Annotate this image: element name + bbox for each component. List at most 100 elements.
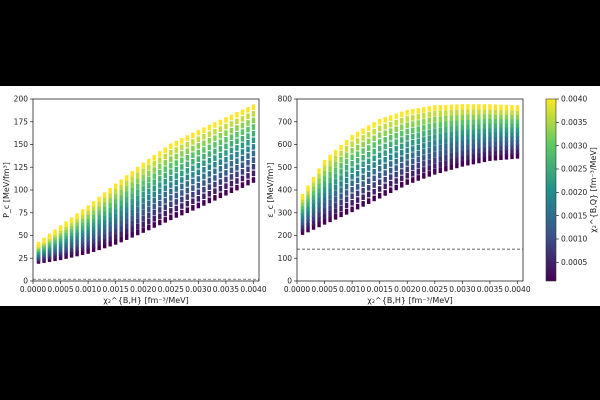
data-point [141,162,145,169]
data-point [119,226,123,232]
data-point [361,128,365,135]
data-point [196,202,201,209]
data-point [311,198,316,205]
data-point [246,166,250,173]
x-tick-label: 0.0025 [422,285,448,294]
data-point [141,168,145,175]
data-point [251,144,256,150]
data-point [383,176,387,183]
data-point [246,140,250,146]
data-point [405,135,409,141]
data-point [377,192,382,199]
data-point [504,140,509,147]
data-point [119,236,123,243]
data-point [416,114,420,120]
data-point [229,141,234,147]
data-point [53,229,57,236]
data-point [91,238,96,244]
data-point [224,189,228,196]
data-point [141,180,145,186]
data-point [163,191,167,198]
data-point [202,147,206,153]
data-point [240,142,245,149]
data-point [80,213,85,219]
data-point [493,113,498,120]
data-point [438,105,443,111]
data-point [136,189,140,196]
data-point [422,149,426,155]
data-point [355,157,360,164]
data-point [69,245,74,252]
data-point [306,211,310,218]
data-point [158,188,162,195]
data-point [125,191,129,197]
data-point [493,118,498,124]
data-point [344,196,349,203]
data-point [69,236,74,242]
data-point [130,187,134,194]
data-point [510,105,514,111]
y-tick-label: 500 [278,163,293,172]
data-point [224,176,228,183]
data-point [361,141,365,148]
data-point [499,127,503,133]
data-point [438,150,443,157]
data-point [471,109,476,115]
data-point [455,162,459,169]
data-point [108,192,112,199]
data-point [339,144,343,151]
colorbar-tick-label: 0.0005 [561,258,587,267]
data-point [240,169,245,175]
data-point [383,190,387,196]
data-point [306,222,310,229]
data-point [180,209,184,216]
data-point [372,148,376,155]
data-point [477,123,481,130]
data-point [504,109,509,115]
data-point [125,223,129,230]
data-point [86,240,90,246]
figure-svg: 0.0000 0.0005 0.0010 0.0015 0.0020 0.0025 0.00… [2,95,598,305]
data-point [311,219,316,226]
data-point [235,164,239,171]
data-point [102,206,107,212]
data-point [191,178,195,185]
data-point [75,220,79,226]
data-point [361,148,365,154]
data-point [180,196,184,203]
data-point [174,205,179,212]
data-point [317,211,321,218]
data-point [235,118,239,125]
data-point [130,182,134,188]
colorbar-label: χ₂^{B,Q} [fm⁻³/MeV] [589,147,598,233]
data-point [86,220,90,227]
data-point [444,127,448,133]
data-point [218,179,223,185]
data-point [394,184,398,191]
data-point [433,145,437,152]
data-point [196,156,201,162]
data-point [438,133,443,140]
data-point [180,170,184,177]
data-point [102,238,107,244]
data-point [240,155,245,162]
data-point [251,111,256,117]
data-point [504,131,509,138]
data-point [86,209,90,215]
data-point [372,162,376,168]
data-point [64,235,68,242]
data-point [251,137,256,144]
data-point [246,173,250,179]
data-point [180,177,184,183]
data-point [152,167,156,173]
data-point [218,166,223,172]
data-point [75,233,79,240]
data-point [394,132,398,139]
data-point [158,200,162,207]
data-point [158,219,162,226]
data-point [317,173,321,179]
data-point [477,157,481,164]
data-point [152,222,156,228]
data-point [207,171,212,177]
data-point [377,179,382,186]
